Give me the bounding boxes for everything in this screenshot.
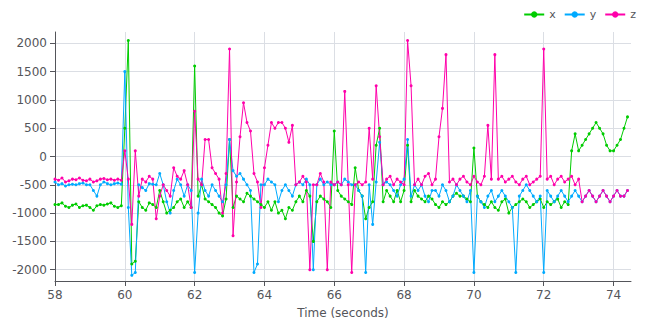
svg-text:70: 70 [466,288,481,302]
svg-text:64: 64 [257,288,272,302]
svg-text:x: x [549,8,556,21]
svg-text:58: 58 [47,288,62,302]
svg-text:y: y [590,8,597,21]
svg-text:1500: 1500 [16,65,47,79]
svg-text:-1500: -1500 [12,234,47,248]
svg-text:0: 0 [39,150,47,164]
svg-text:Time (seconds): Time (seconds) [296,306,389,320]
svg-text:72: 72 [536,288,551,302]
svg-text:500: 500 [24,121,47,135]
svg-text:-2000: -2000 [12,263,47,277]
svg-text:2000: 2000 [16,36,47,50]
svg-text:-1000: -1000 [12,206,47,220]
svg-text:z: z [630,8,636,21]
svg-text:68: 68 [396,288,411,302]
svg-text:62: 62 [187,288,202,302]
svg-text:-500: -500 [20,178,47,192]
svg-text:1000: 1000 [16,93,47,107]
svg-text:60: 60 [117,288,132,302]
svg-text:66: 66 [327,288,342,302]
svg-text:74: 74 [606,288,621,302]
